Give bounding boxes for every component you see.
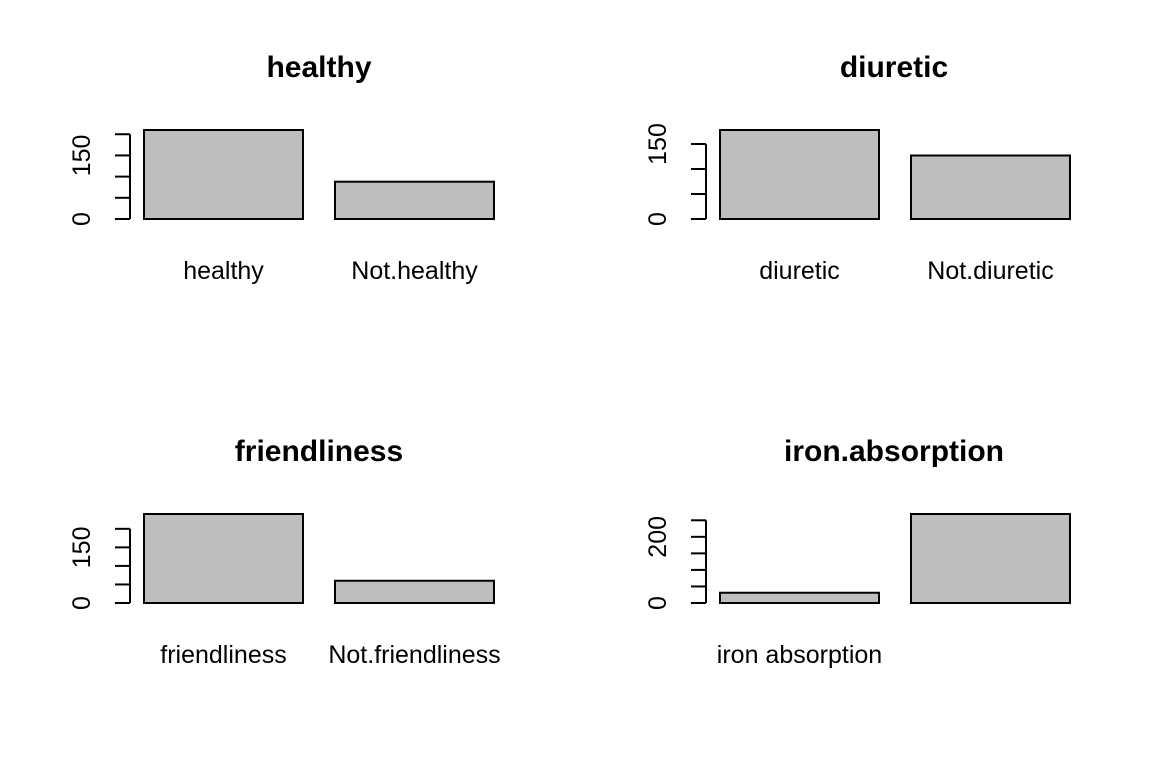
y-tick-label: 150 — [68, 527, 96, 569]
chart-title: healthy — [266, 51, 371, 84]
bar — [334, 180, 495, 220]
bar — [143, 513, 304, 604]
y-tick-label: 0 — [644, 596, 672, 610]
chart-title: friendliness — [235, 435, 403, 468]
chart-panel-3: friendliness friendliness Not.friendliness… — [68, 435, 501, 669]
category-label: friendliness — [160, 641, 286, 669]
y-tick-label: 150 — [644, 123, 672, 165]
bar — [910, 154, 1071, 220]
chart-panel-1: healthy healthy Not.healthy 0 150 — [68, 51, 495, 285]
chart-title: iron.absorption — [784, 435, 1004, 468]
chart-title: diuretic — [840, 51, 948, 84]
bar — [719, 129, 880, 220]
chart-panel-2: diuretic diuretic Not.diuretic 0 150 — [644, 51, 1071, 285]
y-tick-label: 150 — [68, 135, 96, 177]
y-tick-label: 0 — [644, 212, 672, 226]
category-label: Not.friendliness — [328, 641, 500, 669]
category-label: iron absorption — [717, 641, 882, 669]
bar — [334, 579, 495, 604]
y-tick-label: 0 — [68, 596, 96, 610]
bar — [143, 129, 304, 220]
bar — [719, 591, 880, 604]
category-label: Not.healthy — [351, 257, 478, 285]
category-label: healthy — [183, 257, 264, 285]
y-tick-label: 200 — [644, 516, 672, 558]
bar — [910, 513, 1071, 604]
chart-panel-4: iron.absorption iron absorption 0 200 — [644, 435, 1071, 669]
category-label: diuretic — [759, 257, 840, 285]
y-tick-label: 0 — [68, 212, 96, 226]
category-label: Not.diuretic — [927, 257, 1053, 285]
